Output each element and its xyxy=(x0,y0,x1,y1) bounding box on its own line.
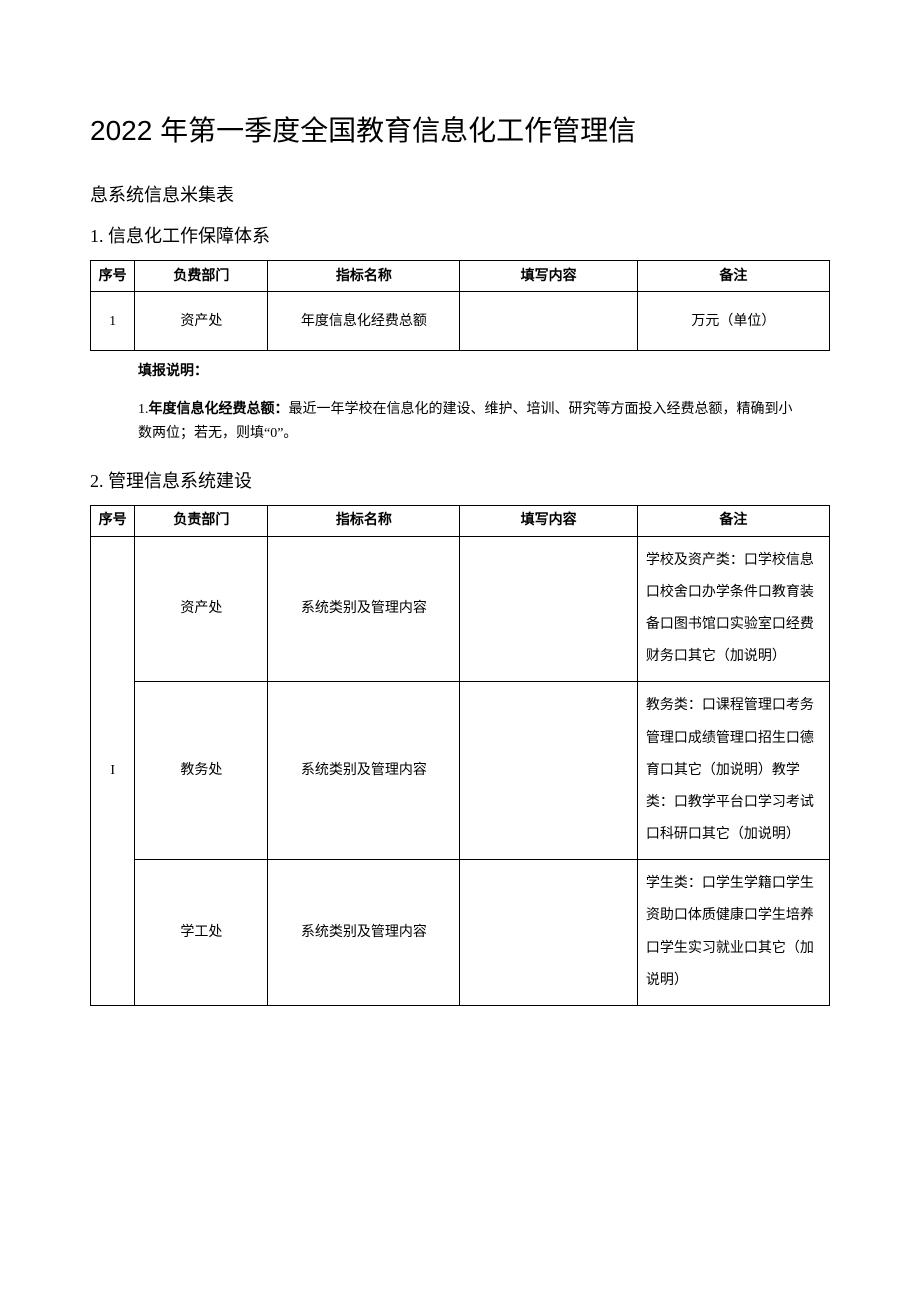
cell-metric: 系统类别及管理内容 xyxy=(268,536,460,682)
section2-heading: 2. 管理信息系统建设 xyxy=(90,468,830,495)
document-title-line2: 息系统信息米集表 xyxy=(90,182,830,209)
col-content: 填写内容 xyxy=(460,505,637,536)
cell-content xyxy=(460,682,637,860)
col-dept: 负费部门 xyxy=(135,261,268,292)
col-seq: 序号 xyxy=(91,261,135,292)
col-remark: 备注 xyxy=(637,261,829,292)
table-row: 1 资产处 年度信息化经费总额 万元（单位） xyxy=(91,292,830,351)
cell-dept: 资产处 xyxy=(135,292,268,351)
table-row: 教务处 系统类别及管理内容 教务类：口课程管理口考务管理口成绩管理口招生口德育口… xyxy=(91,682,830,860)
col-dept: 负责部门 xyxy=(135,505,268,536)
section2-table: 序号 负责部门 指标名称 填写内容 备注 I 资产处 系统类别及管理内容 学校及… xyxy=(90,505,830,1006)
cell-remark: 学校及资产类：口学校信息口校舍口办学条件口教育装备口图书馆口实验室口经费财务口其… xyxy=(637,536,829,682)
cell-metric: 系统类别及管理内容 xyxy=(268,860,460,1006)
note-label: 年度信息化经费总额： xyxy=(149,402,289,417)
cell-seq: I xyxy=(91,536,135,1005)
cell-metric: 年度信息化经费总额 xyxy=(268,292,460,351)
table-header-row: 序号 负责部门 指标名称 填写内容 备注 xyxy=(91,505,830,536)
section1-note-body: 1.年度信息化经费总额：最近一年学校在信息化的建设、维护、培训、研究等方面投入经… xyxy=(138,398,800,446)
cell-remark: 万元（单位） xyxy=(637,292,829,351)
cell-metric: 系统类别及管理内容 xyxy=(268,682,460,860)
table-header-row: 序号 负费部门 指标名称 填写内容 备注 xyxy=(91,261,830,292)
col-remark: 备注 xyxy=(637,505,829,536)
col-metric: 指标名称 xyxy=(268,505,460,536)
table-row: I 资产处 系统类别及管理内容 学校及资产类：口学校信息口校舍口办学条件口教育装… xyxy=(91,536,830,682)
document-title-line1: 2022 年第一季度全国教育信息化工作管理信 xyxy=(90,110,830,152)
col-content: 填写内容 xyxy=(460,261,637,292)
note-number: 1. xyxy=(138,402,149,417)
col-seq: 序号 xyxy=(91,505,135,536)
section1-table: 序号 负费部门 指标名称 填写内容 备注 1 资产处 年度信息化经费总额 万元（… xyxy=(90,260,830,351)
cell-dept: 教务处 xyxy=(135,682,268,860)
cell-dept: 学工处 xyxy=(135,860,268,1006)
cell-remark: 教务类：口课程管理口考务管理口成绩管理口招生口德育口其它（加说明）教学类：口教学… xyxy=(637,682,829,860)
col-metric: 指标名称 xyxy=(268,261,460,292)
section1-note-heading: 填报说明： xyxy=(138,361,830,382)
table-row: 学工处 系统类别及管理内容 学生类：口学生学籍口学生资助口体质健康口学生培养口学… xyxy=(91,860,830,1006)
cell-content xyxy=(460,536,637,682)
cell-remark: 学生类：口学生学籍口学生资助口体质健康口学生培养口学生实习就业口其它（加说明） xyxy=(637,860,829,1006)
section1-heading: 1. 信息化工作保障体系 xyxy=(90,223,830,250)
cell-seq: 1 xyxy=(91,292,135,351)
cell-dept: 资产处 xyxy=(135,536,268,682)
cell-content xyxy=(460,292,637,351)
cell-content xyxy=(460,860,637,1006)
